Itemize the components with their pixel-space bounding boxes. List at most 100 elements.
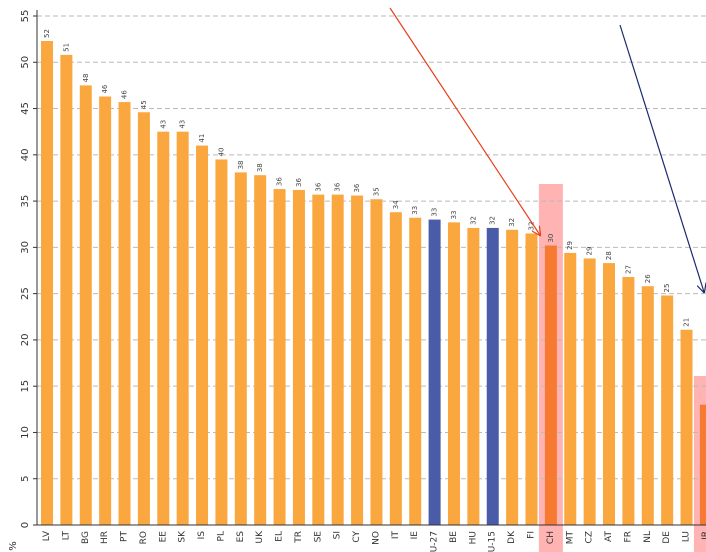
x-tick-label: DK	[507, 530, 517, 544]
value-label: 33	[450, 210, 458, 219]
value-label: 27	[624, 265, 632, 274]
x-tick-label: DE	[662, 531, 672, 544]
bar	[661, 295, 674, 525]
x-tick-label: U-15	[488, 531, 498, 552]
bar	[137, 112, 150, 525]
value-label: 32	[489, 216, 497, 225]
x-tick-label: SI	[333, 531, 343, 539]
x-tick-label: NL	[643, 531, 653, 543]
value-label: 29	[566, 241, 574, 250]
x-tick-label: MT	[565, 531, 575, 545]
bar	[215, 159, 228, 526]
bar	[699, 404, 706, 525]
x-tick-label: U-27	[430, 531, 440, 552]
bar	[254, 175, 267, 526]
bar	[389, 212, 402, 526]
value-label: 43	[159, 120, 167, 129]
arrow	[389, 7, 540, 235]
value-label: 40	[217, 148, 225, 157]
x-tick-label: BG	[81, 531, 91, 544]
bar	[467, 227, 480, 526]
x-tick-label: IS	[197, 531, 207, 540]
x-tick-label: CZ	[585, 531, 595, 543]
bar	[292, 189, 305, 525]
x-tick-label: LU	[682, 531, 692, 542]
bar	[234, 172, 247, 525]
x-tick-label: CH	[546, 531, 556, 544]
value-label: 32	[469, 216, 477, 225]
x-tick-label: HR	[100, 531, 110, 544]
bar	[370, 199, 383, 526]
x-tick-label: IR	[701, 531, 706, 540]
bar	[428, 219, 441, 525]
y-tick-label: 35	[20, 195, 31, 208]
value-label: 28	[605, 251, 613, 260]
bar	[680, 329, 693, 525]
value-label: 36	[314, 182, 322, 191]
x-tick-label: AT	[604, 531, 614, 542]
x-tick-label: ES	[236, 531, 246, 543]
x-tick-label: IT	[391, 531, 401, 540]
x-tick-label: SK	[178, 530, 188, 543]
y-tick-label: 0	[20, 522, 31, 528]
x-tick-label: UK	[255, 530, 265, 544]
y-tick-label: 15	[20, 380, 31, 393]
x-tick-label: CY	[352, 530, 362, 542]
value-label: 48	[82, 73, 90, 82]
bar	[622, 276, 635, 525]
x-tick-label: NO	[371, 531, 381, 545]
value-label: 41	[198, 134, 206, 143]
value-label: 38	[237, 160, 245, 169]
bar	[273, 189, 286, 525]
x-tick-label: LT	[61, 531, 71, 541]
x-tick-label: EE	[158, 531, 168, 543]
x-tick-label: FR	[623, 531, 633, 542]
value-label: 36	[276, 177, 284, 186]
bar	[447, 222, 460, 526]
value-label: 36	[295, 178, 303, 187]
y-tick-label: 45	[20, 102, 31, 115]
bar	[99, 96, 112, 526]
x-tick-label: PT	[120, 531, 130, 542]
bar	[486, 227, 499, 526]
value-label: 29	[586, 247, 594, 256]
x-tick-label: SE	[313, 531, 323, 543]
value-label: 32	[508, 218, 516, 227]
value-label: 35	[372, 187, 380, 196]
value-label: 46	[101, 84, 109, 93]
value-label: 46	[121, 90, 129, 99]
bar	[351, 195, 364, 525]
x-tick-label: IE	[410, 531, 420, 540]
value-label: 43	[179, 120, 187, 129]
bar	[157, 131, 170, 525]
y-tick-label: 55	[20, 10, 31, 23]
y-tick-label: 40	[20, 148, 31, 161]
value-label: 21	[683, 318, 691, 327]
x-tick-label: BE	[449, 531, 459, 543]
bar	[60, 54, 73, 526]
bar	[641, 286, 654, 525]
value-label: 33	[411, 206, 419, 215]
value-label: 38	[256, 163, 264, 172]
x-tick-label: TR	[294, 531, 304, 544]
bar	[564, 252, 577, 525]
value-label: 26	[644, 274, 652, 283]
bar	[331, 194, 344, 525]
bar	[79, 85, 92, 525]
bar	[196, 145, 209, 525]
x-tick-label: EL	[275, 531, 285, 542]
value-label: 34	[392, 200, 400, 209]
bar	[525, 233, 538, 525]
value-label: 25	[663, 284, 671, 293]
value-label: 36	[353, 183, 361, 192]
x-tick-label: RO	[139, 531, 149, 544]
value-label: 33	[431, 208, 439, 217]
y-tick-label: 10	[20, 426, 31, 439]
y-tick-label: 25	[20, 287, 31, 300]
bar	[506, 229, 519, 525]
bar	[118, 102, 131, 526]
bar	[41, 40, 53, 525]
x-tick-label: PL	[216, 531, 226, 541]
value-label: 51	[62, 43, 70, 52]
